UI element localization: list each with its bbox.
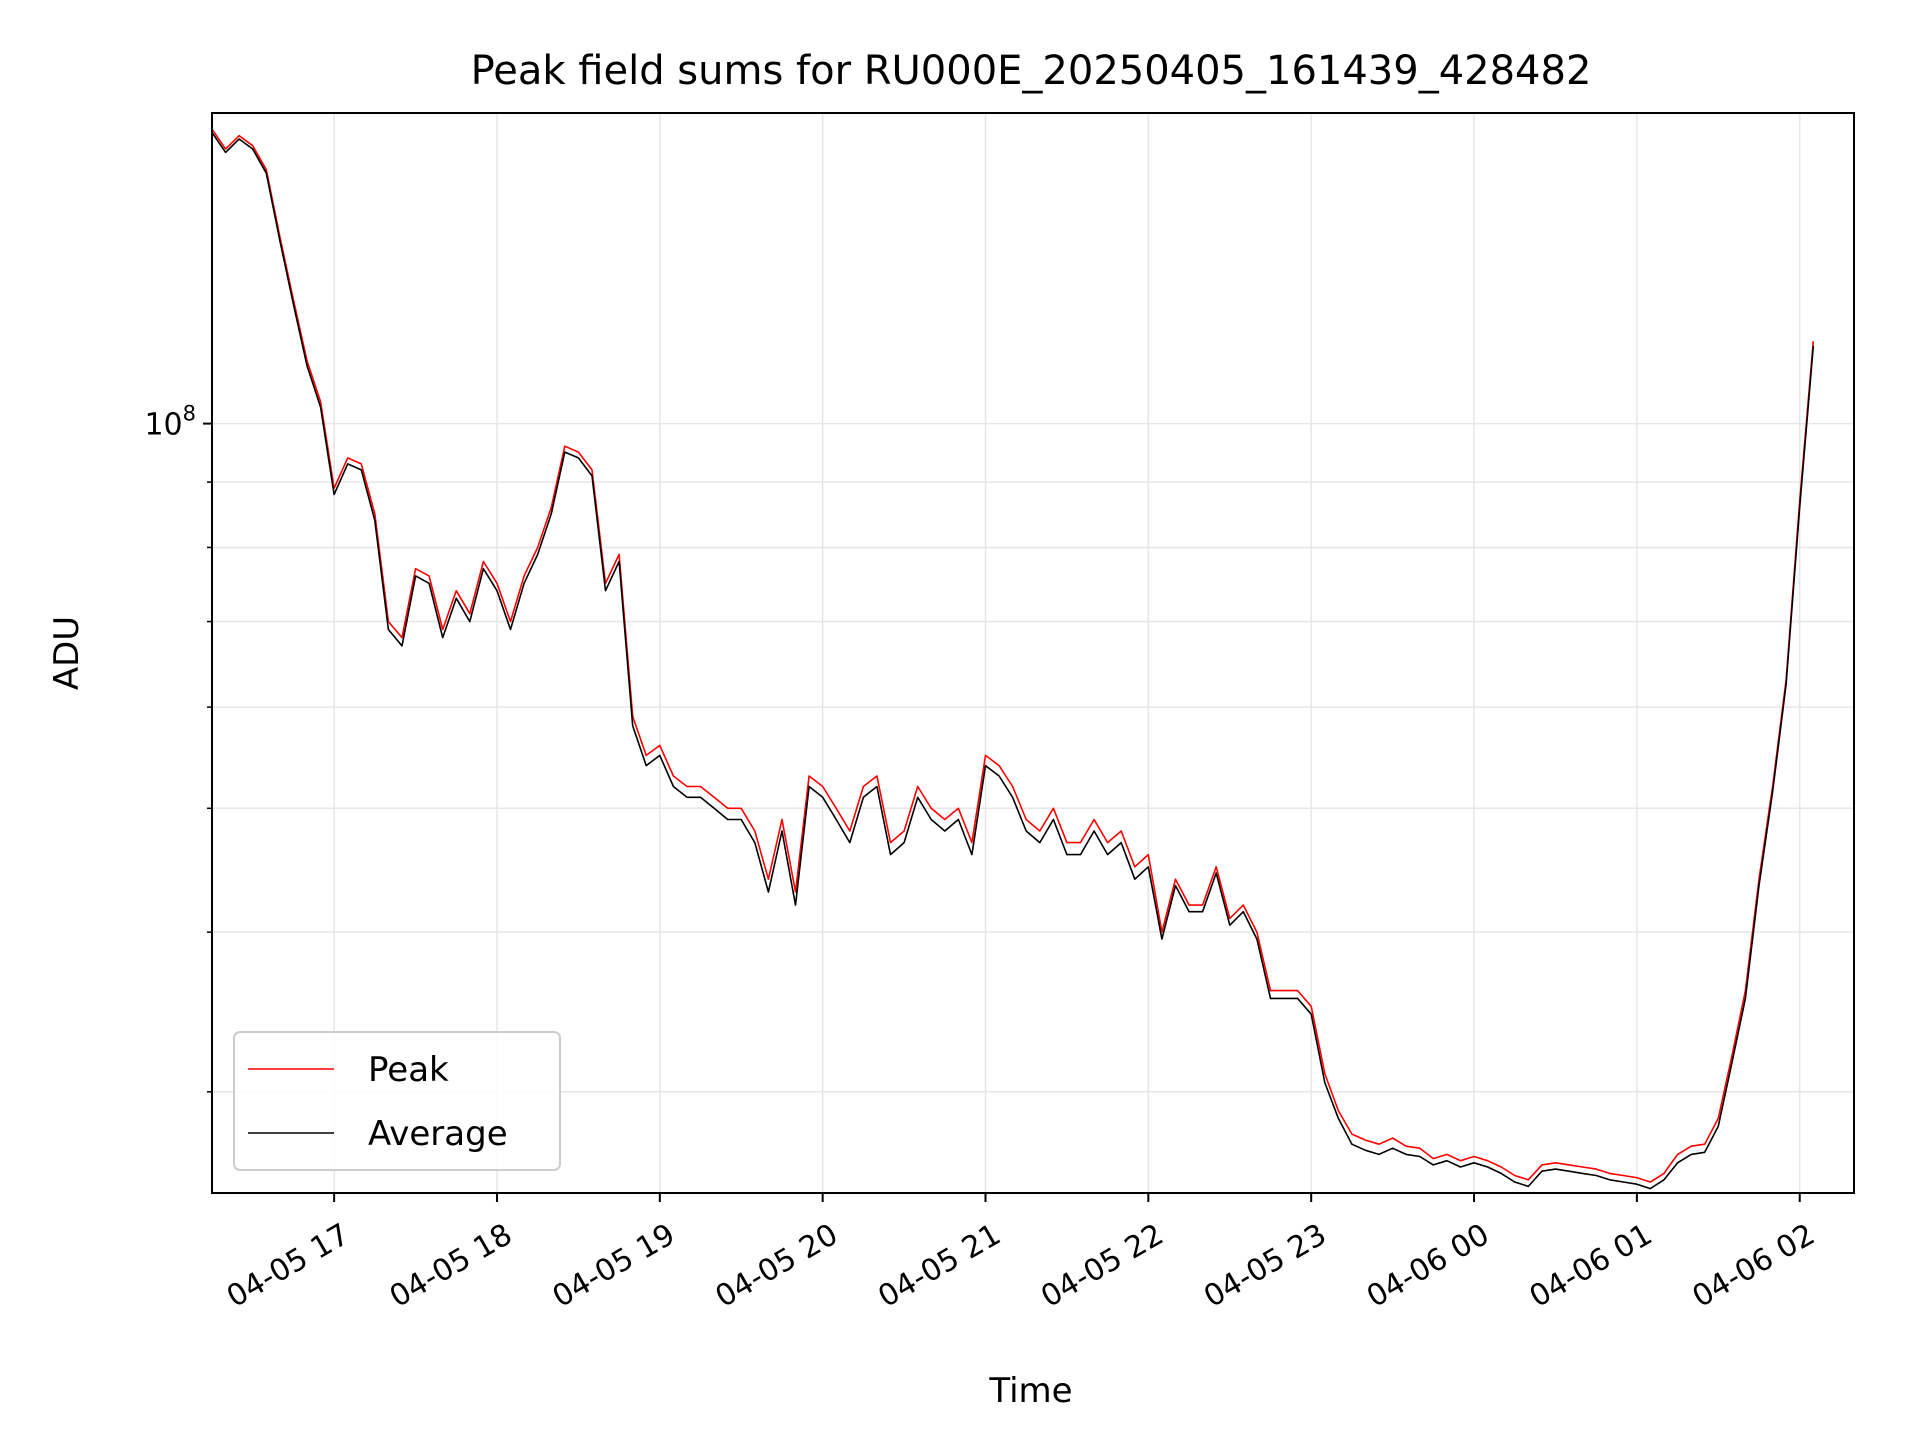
y-tick-label: 108 xyxy=(144,402,196,443)
y-axis-label: ADU xyxy=(47,616,87,690)
legend-average-label: Average xyxy=(368,1114,508,1154)
grid-lines xyxy=(212,113,1854,1193)
y-tick-label-exponent: 8 xyxy=(183,402,196,426)
x-axis-label: Time xyxy=(988,1371,1072,1411)
legend-peak-label: Peak xyxy=(368,1050,449,1090)
legend-box xyxy=(233,1031,561,1171)
y-tick-label-base: 10 xyxy=(144,408,182,443)
average-series-line xyxy=(211,131,1815,1190)
legend: Peak Average xyxy=(233,1031,561,1171)
series-layer xyxy=(211,128,1815,1190)
plot-frame xyxy=(211,112,1855,1194)
chart-title: Peak field sums for RU000E_20250405_1614… xyxy=(471,48,1592,94)
peak-series-line xyxy=(211,128,1815,1183)
